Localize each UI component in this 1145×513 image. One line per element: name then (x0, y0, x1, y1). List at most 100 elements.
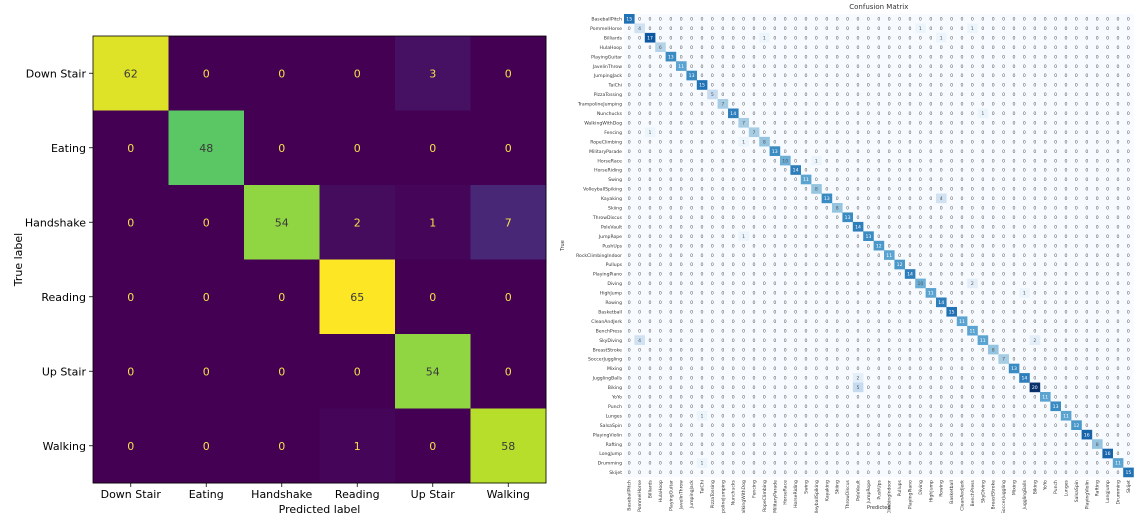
cell-value-label: 0 (929, 102, 932, 108)
cell-value-label: 7 (505, 216, 512, 229)
cell-value-label: 0 (784, 404, 787, 410)
cell-value-label: 0 (1013, 206, 1016, 212)
cell-value-label: 0 (919, 187, 922, 193)
cell-value-label: 0 (1002, 215, 1005, 221)
cell-value-label: 0 (763, 111, 766, 117)
cell-value-label: 0 (992, 224, 995, 230)
cell-value-label: 0 (846, 291, 849, 297)
cell-value-label: 0 (1106, 149, 1109, 155)
x-tick-label: YoYo (1043, 480, 1049, 491)
cell-value-label: 0 (1075, 102, 1078, 108)
cell-value-label: 0 (1085, 319, 1088, 325)
cell-value-label: 0 (971, 177, 974, 183)
cell-value-label: 0 (919, 338, 922, 344)
y-tick-label: RockClimbingIndoor (576, 253, 622, 259)
cell-value-label: 0 (825, 149, 828, 155)
cell-value-label: 0 (1075, 366, 1078, 372)
cell-value-label: 0 (794, 470, 797, 476)
cell-value-label: 0 (1013, 17, 1016, 23)
cell-value-label: 0 (1013, 395, 1016, 401)
cell-value-label: 0 (815, 451, 818, 457)
cell-value-label: 0 (867, 451, 870, 457)
cell-value-label: 0 (867, 54, 870, 60)
cell-value-label: 0 (1075, 17, 1078, 23)
cell-value-label: 0 (1117, 187, 1120, 193)
cell-value-label: 0 (638, 442, 641, 448)
cell-value-label: 0 (680, 357, 683, 363)
cell-value-label: 0 (815, 26, 818, 32)
heatmap-cell (470, 36, 547, 111)
cell-value-label: 0 (638, 120, 641, 126)
cell-value-label: 0 (794, 158, 797, 164)
cell-value-label: 0 (1054, 149, 1057, 155)
cell-value-label: 4 (638, 338, 641, 344)
cell-value-label: 0 (638, 253, 641, 259)
cell-value-label: 0 (1044, 168, 1047, 174)
heatmap-cell (244, 185, 320, 260)
cell-value-label: 0 (898, 253, 901, 259)
cell-value-label: 0 (1013, 328, 1016, 334)
cell-value-label: 0 (680, 187, 683, 193)
cell-value-label: 0 (1023, 187, 1026, 193)
cell-value-label: 0 (846, 385, 849, 391)
cell-value-label: 0 (753, 272, 756, 278)
cell-value-label: 0 (1106, 17, 1109, 23)
cell-value-label: 0 (753, 253, 756, 259)
cell-value-label: 0 (1065, 130, 1068, 136)
heatmap-cell (93, 110, 169, 186)
cell-value-label: 11 (678, 64, 684, 70)
cell-value-label: 0 (940, 385, 943, 391)
cell-value-label: 0 (638, 357, 641, 363)
cell-value-label: 0 (815, 139, 818, 145)
cell-value-label: 0 (753, 139, 756, 145)
cell-value-label: 0 (701, 281, 704, 287)
cell-value-label: 0 (742, 385, 745, 391)
cell-value-label: 0 (669, 423, 672, 429)
y-tick-label: Rowing (605, 300, 622, 306)
cell-value-label: 0 (846, 45, 849, 51)
cell-value-label: 0 (753, 461, 756, 467)
cell-value-label: 0 (1044, 338, 1047, 344)
cell-value-label: 0 (649, 102, 652, 108)
heatmap-cell (967, 278, 978, 289)
heatmap-cell (738, 117, 749, 128)
cell-value-label: 0 (1085, 442, 1088, 448)
cell-value-label: 0 (1044, 328, 1047, 334)
cell-value-label: 0 (742, 376, 745, 382)
cell-value-label: 0 (857, 234, 860, 240)
cell-value-label: 0 (638, 111, 641, 117)
cell-value-label: 11 (980, 338, 986, 344)
cell-value-label: 0 (1117, 130, 1120, 136)
x-tick-label: JavelinThrow (679, 480, 685, 510)
cell-value-label: 0 (940, 432, 943, 438)
y-tick-label: PoleVault (601, 224, 622, 230)
cell-value-label: 0 (867, 470, 870, 476)
cell-value-label: 0 (690, 451, 693, 457)
cell-value-label: 0 (680, 347, 683, 353)
cell-value-label: 0 (701, 470, 704, 476)
cell-value-label: 0 (805, 83, 808, 89)
cell-value-label: 0 (981, 461, 984, 467)
cell-value-label: 0 (940, 461, 943, 467)
y-tick-label: JumpingJack (593, 73, 622, 79)
cell-value-label: 0 (1054, 395, 1057, 401)
cell-value-label: 0 (659, 385, 662, 391)
cell-value-label: 0 (669, 102, 672, 108)
cell-value-label: 0 (1127, 54, 1130, 60)
cell-value-label: 0 (742, 328, 745, 334)
cell-value-label: 15 (1125, 470, 1131, 476)
cell-value-label: 0 (680, 300, 683, 306)
cell-value-label: 0 (711, 328, 714, 334)
cell-value-label: 0 (721, 357, 724, 363)
cell-value-label: 0 (732, 300, 735, 306)
cell-value-label: 0 (628, 442, 631, 448)
cell-value-label: 0 (1054, 291, 1057, 297)
cell-value-label: 0 (638, 35, 641, 41)
cell-value-label: 0 (659, 328, 662, 334)
cell-value-label: 0 (1075, 83, 1078, 89)
cell-value-label: 0 (1033, 404, 1036, 410)
cell-value-label: 0 (950, 338, 953, 344)
cell-value-label: 2 (971, 281, 974, 287)
y-tick-labels: BaseballPitchPommelHorseBilliardsHulaHoo… (576, 17, 623, 477)
cell-value-label: 0 (1096, 120, 1099, 126)
